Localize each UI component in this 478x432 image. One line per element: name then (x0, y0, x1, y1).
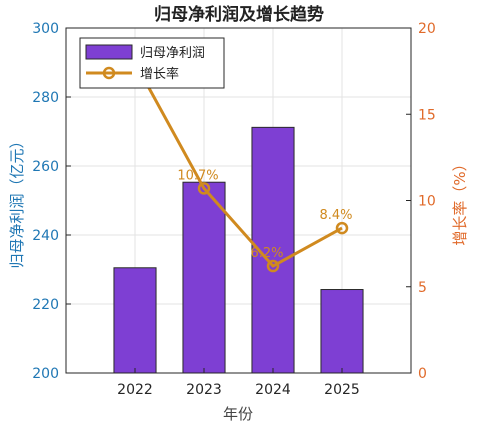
growth-line (133, 61, 343, 268)
right-axis: 0 5 10 15 20 (406, 21, 436, 382)
x-axis: 2022 2023 2024 2025 (117, 368, 360, 398)
x-axis-label: 年份 (223, 405, 253, 423)
legend-bar-swatch (85, 44, 133, 60)
growth-point-2025 (335, 221, 349, 235)
bar-2024 (251, 126, 295, 374)
y2-axis-label: 增长率（%） (451, 156, 469, 245)
right-axis-tick-label: 10 (418, 194, 436, 210)
left-axis-tick-label: 220 (32, 297, 59, 313)
x-axis-tick-label: 2024 (255, 382, 291, 398)
legend: 归母净利润 增长率 (79, 37, 225, 89)
bar-layer (113, 126, 364, 374)
left-axis-tick-label: 260 (32, 159, 59, 175)
growth-point-2023 (197, 182, 211, 195)
growth-point-2024 (266, 259, 280, 273)
left-axis-tick-label: 280 (32, 90, 59, 106)
chart-title: 归母净利润及增长趋势 (154, 4, 324, 25)
legend-line-label: 增长率 (140, 66, 179, 82)
right-axis-tick-label: 5 (418, 280, 427, 296)
bar-2023 (182, 181, 226, 374)
growth-label-2025: 8.4% (319, 208, 352, 223)
y-axis-label: 归母净利润（亿元） (8, 133, 26, 268)
right-axis-tick-label: 15 (418, 107, 436, 123)
growth-label-2023: 10.7% (177, 168, 218, 183)
line-layer (128, 56, 349, 273)
left-axis-tick-label: 240 (32, 228, 59, 244)
left-axis-tick-label: 300 (32, 21, 59, 37)
x-axis-tick-label: 2025 (324, 382, 360, 398)
right-axis-tick-label: 20 (418, 21, 436, 37)
left-axis: 200 220 240 260 280 300 (32, 21, 71, 382)
right-axis-tick-label: 0 (418, 366, 427, 382)
x-axis-tick-label: 2023 (186, 382, 222, 398)
bar-2022 (113, 267, 157, 374)
legend-line-marker (102, 66, 116, 80)
line-label-layer: 10.7% 6.2% 8.4% (177, 168, 352, 261)
bar-2025 (320, 289, 364, 374)
legend-bar-label: 归母净利润 (140, 46, 205, 61)
x-axis-tick-label: 2022 (117, 382, 153, 398)
growth-label-2024: 6.2% (250, 246, 283, 261)
left-axis-tick-label: 200 (32, 366, 59, 382)
